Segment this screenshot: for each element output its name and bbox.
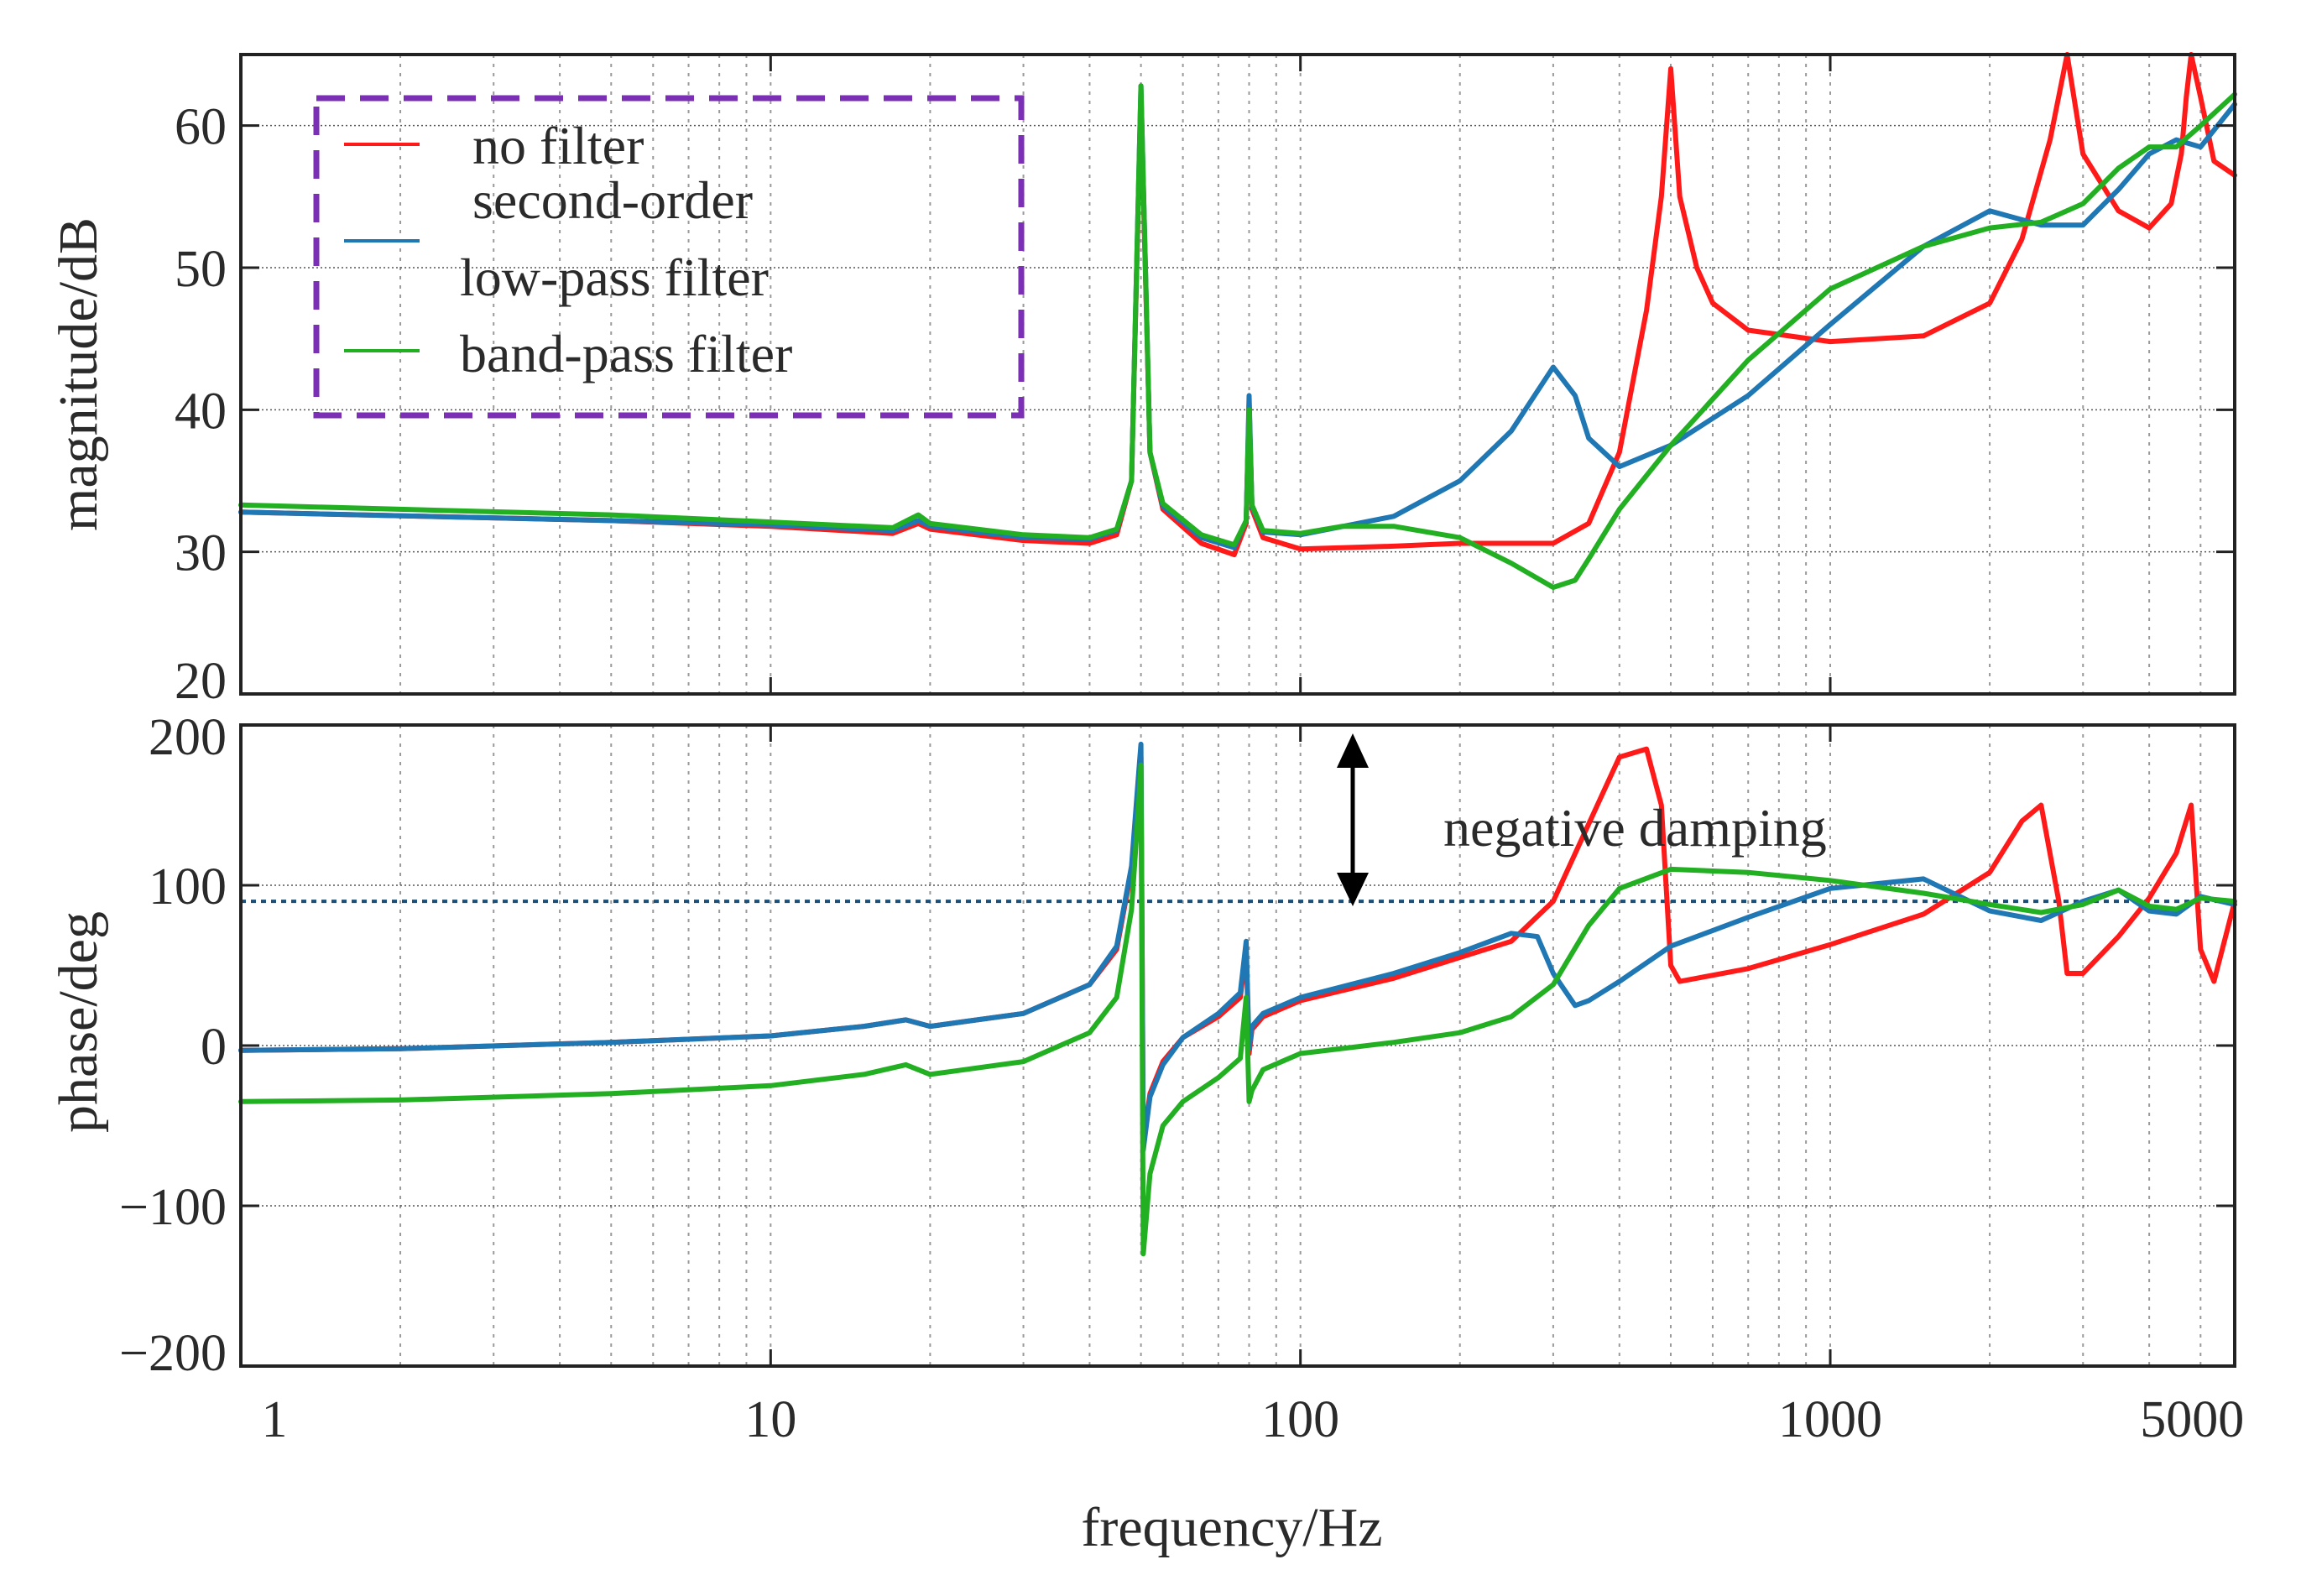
phase-panel: −200 −100 0 100 200 phase/deg negative dampi…: [48, 709, 2244, 1558]
magnitude-axes-frame: [239, 53, 2236, 696]
x-tick-labels: 1 10 100 1000 5000: [262, 1391, 2245, 1448]
phase-series-group: [238, 741, 2237, 1257]
legend-label-low-pass-filter: low-pass filter: [460, 248, 769, 307]
magnitude-y-tick-label: 50: [175, 241, 227, 298]
phase-y-tick-label: 200: [149, 709, 227, 766]
x-tick-label: 10: [744, 1391, 796, 1448]
phase-series-low-pass-filter: [238, 741, 2237, 1153]
negative-damping-annotation: negative damping: [1337, 733, 1827, 906]
x-tick-label: 100: [1261, 1391, 1339, 1448]
magnitude-series-band-pass-filter: [238, 83, 2237, 590]
negative-damping-arrow-head-down: [1337, 873, 1369, 906]
magnitude-y-axis-label: magnitude/dB: [48, 217, 109, 531]
phase-tick-marks: [239, 723, 2235, 1368]
magnitude-y-tick-label: 30: [175, 525, 227, 582]
magnitude-grid: [241, 55, 2235, 694]
phase-y-tick-label: −200: [119, 1325, 227, 1382]
legend: no filter second-order low-pass filter b…: [313, 95, 1025, 419]
x-tick-label: 5000: [2140, 1391, 2244, 1448]
legend-label-no-filter: no filter: [472, 116, 644, 175]
magnitude-tick-marks: [239, 55, 2235, 696]
phase-series-no-filter: [238, 746, 2237, 1145]
magnitude-panel: 20 30 40 50 60 magnitude/dB no filter second…: [48, 52, 2237, 710]
magnitude-y-tick-label: 60: [175, 99, 227, 156]
magnitude-y-tick-label: 40: [175, 383, 227, 440]
phase-y-tick-label: 100: [149, 858, 227, 915]
legend-label-band-pass-filter: band-pass filter: [460, 324, 792, 383]
x-tick-label: 1: [262, 1391, 288, 1448]
x-axis-label: frequency/Hz: [1081, 1497, 1382, 1558]
magnitude-series-group: [238, 52, 2237, 590]
phase-y-tick-label: 0: [201, 1019, 227, 1076]
magnitude-y-tick-label: 20: [175, 653, 227, 710]
phase-series-band-pass-filter: [238, 762, 2237, 1257]
x-tick-label: 1000: [1778, 1391, 1882, 1448]
legend-label-second-order: second-order: [472, 170, 753, 230]
phase-y-tick-labels: −200 −100 0 100 200: [119, 709, 227, 1382]
magnitude-y-tick-labels: 20 30 40 50 60: [175, 99, 227, 710]
phase-y-tick-label: −100: [119, 1179, 227, 1236]
negative-damping-label: negative damping: [1443, 798, 1827, 858]
legend-frame: [313, 95, 1025, 419]
negative-damping-arrow-head-up: [1337, 733, 1369, 768]
magnitude-series-no-filter: [238, 52, 2237, 558]
phase-y-axis-label: phase/deg: [48, 911, 109, 1133]
